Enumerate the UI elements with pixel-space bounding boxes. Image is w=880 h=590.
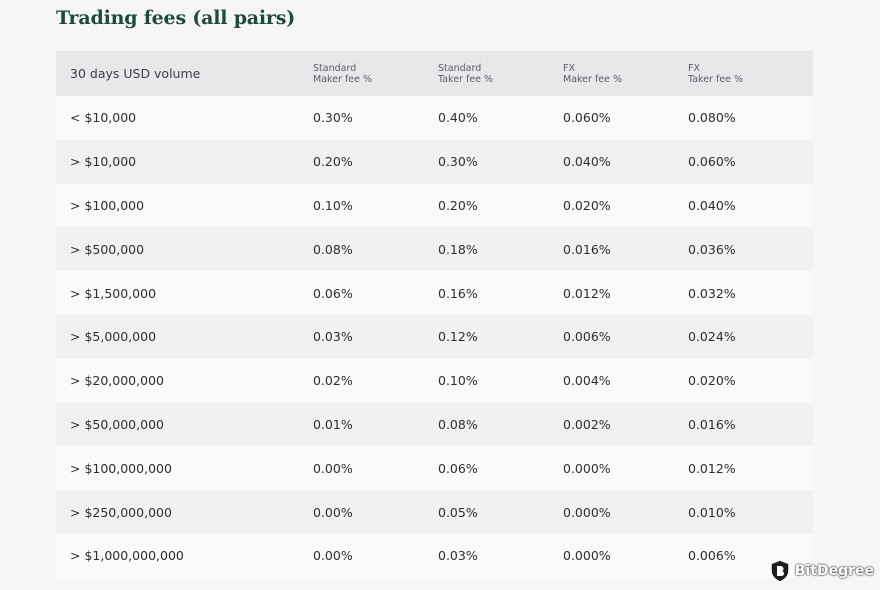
- fx-maker-cell: 0.004%: [563, 373, 611, 389]
- header-line: FX: [563, 62, 575, 74]
- standard-maker-cell: 0.10%: [313, 197, 353, 213]
- fx-maker-cell: 0.006%: [563, 329, 611, 345]
- fx-taker-cell: 0.012%: [688, 460, 736, 476]
- standard-maker-cell: 0.30%: [313, 110, 353, 126]
- trading-fees-table: 30 days USD volume Standard Maker fee % …: [56, 51, 813, 578]
- fx-taker-cell: 0.032%: [688, 285, 736, 301]
- volume-cell: < $10,000: [70, 110, 137, 126]
- fx-maker-cell: 0.000%: [563, 504, 611, 520]
- standard-taker-cell: 0.18%: [438, 241, 478, 257]
- fx-taker-cell: 0.024%: [688, 329, 736, 345]
- standard-taker-cell: 0.16%: [438, 285, 478, 301]
- header-line: Taker fee %: [688, 73, 744, 85]
- volume-cell: > $100,000,000: [70, 460, 172, 476]
- standard-maker-cell: 0.06%: [313, 285, 353, 301]
- volume-cell: > $250,000,000: [70, 504, 172, 520]
- table-row: < $10,000 0.30% 0.40% 0.060% 0.080%: [56, 96, 813, 140]
- fx-taker-cell: 0.080%: [688, 110, 736, 126]
- bitdegree-watermark: BitDegree: [769, 559, 874, 583]
- page-title: Trading fees (all pairs): [56, 7, 296, 29]
- standard-maker-cell: 0.00%: [313, 548, 353, 564]
- fx-taker-cell: 0.010%: [688, 504, 736, 520]
- header-volume: 30 days USD volume: [70, 66, 201, 81]
- table-row: > $20,000,000 0.02% 0.10% 0.004% 0.020%: [56, 358, 813, 403]
- standard-taker-cell: 0.30%: [438, 154, 478, 170]
- bitdegree-logo-icon: [769, 559, 791, 583]
- standard-maker-cell: 0.00%: [313, 504, 353, 520]
- volume-cell: > $1,500,000: [70, 285, 157, 301]
- standard-taker-cell: 0.08%: [438, 416, 478, 432]
- standard-taker-cell: 0.03%: [438, 548, 478, 564]
- table-row: > $1,500,000 0.06% 0.16% 0.012% 0.032%: [56, 271, 813, 315]
- fx-taker-cell: 0.016%: [688, 416, 736, 432]
- fx-maker-cell: 0.016%: [563, 241, 611, 257]
- table-row: > $50,000,000 0.01% 0.08% 0.002% 0.016%: [56, 402, 813, 447]
- table-row: > $250,000,000 0.00% 0.05% 0.000% 0.010%: [56, 490, 813, 534]
- standard-maker-cell: 0.01%: [313, 416, 353, 432]
- volume-cell: > $10,000: [70, 154, 137, 170]
- fx-maker-cell: 0.020%: [563, 197, 611, 213]
- standard-taker-cell: 0.06%: [438, 460, 478, 476]
- fx-taker-cell: 0.060%: [688, 154, 736, 170]
- volume-cell: > $50,000,000: [70, 416, 164, 432]
- header-line: Standard: [438, 62, 482, 74]
- header-fx-taker-fee: FX Taker fee %: [688, 51, 813, 96]
- standard-maker-cell: 0.20%: [313, 154, 353, 170]
- standard-maker-cell: 0.03%: [313, 329, 353, 345]
- standard-taker-cell: 0.12%: [438, 329, 478, 345]
- standard-taker-cell: 0.05%: [438, 504, 478, 520]
- volume-cell: > $5,000,000: [70, 329, 157, 345]
- table-row: > $10,000 0.20% 0.30% 0.040% 0.060%: [56, 139, 813, 184]
- header-fx-maker-fee: FX Maker fee %: [563, 51, 688, 96]
- fx-maker-cell: 0.012%: [563, 285, 611, 301]
- standard-taker-cell: 0.40%: [438, 110, 478, 126]
- table-row: > $100,000 0.10% 0.20% 0.020% 0.040%: [56, 183, 813, 228]
- fx-maker-cell: 0.000%: [563, 460, 611, 476]
- fx-maker-cell: 0.002%: [563, 416, 611, 432]
- fx-taker-cell: 0.040%: [688, 197, 736, 213]
- table-row: > $500,000 0.08% 0.18% 0.016% 0.036%: [56, 227, 813, 272]
- standard-maker-cell: 0.00%: [313, 460, 353, 476]
- fx-maker-cell: 0.040%: [563, 154, 611, 170]
- fx-taker-cell: 0.036%: [688, 241, 736, 257]
- header-line: Maker fee %: [563, 73, 623, 85]
- table-row: > $1,000,000,000 0.00% 0.03% 0.000% 0.00…: [56, 533, 813, 578]
- fx-maker-cell: 0.000%: [563, 548, 611, 564]
- header-line: Maker fee %: [313, 73, 373, 85]
- volume-cell: > $20,000,000: [70, 373, 164, 389]
- volume-cell: > $1,000,000,000: [70, 548, 184, 564]
- table-row: > $5,000,000 0.03% 0.12% 0.006% 0.024%: [56, 314, 813, 359]
- fx-taker-cell: 0.006%: [688, 548, 736, 564]
- table-row: > $100,000,000 0.00% 0.06% 0.000% 0.012%: [56, 446, 813, 491]
- header-standard-taker-fee: Standard Taker fee %: [438, 51, 563, 96]
- standard-taker-cell: 0.20%: [438, 197, 478, 213]
- table-header-row: 30 days USD volume Standard Maker fee % …: [56, 51, 813, 96]
- fx-taker-cell: 0.020%: [688, 373, 736, 389]
- fx-maker-cell: 0.060%: [563, 110, 611, 126]
- standard-taker-cell: 0.10%: [438, 373, 478, 389]
- bitdegree-logo-text: BitDegree: [794, 563, 874, 579]
- standard-maker-cell: 0.08%: [313, 241, 353, 257]
- standard-maker-cell: 0.02%: [313, 373, 353, 389]
- header-line: Standard: [313, 62, 357, 74]
- volume-cell: > $100,000: [70, 197, 145, 213]
- header-line: Taker fee %: [438, 73, 494, 85]
- header-standard-maker-fee: Standard Maker fee %: [313, 51, 438, 96]
- header-line: FX: [688, 62, 700, 74]
- volume-cell: > $500,000: [70, 241, 145, 257]
